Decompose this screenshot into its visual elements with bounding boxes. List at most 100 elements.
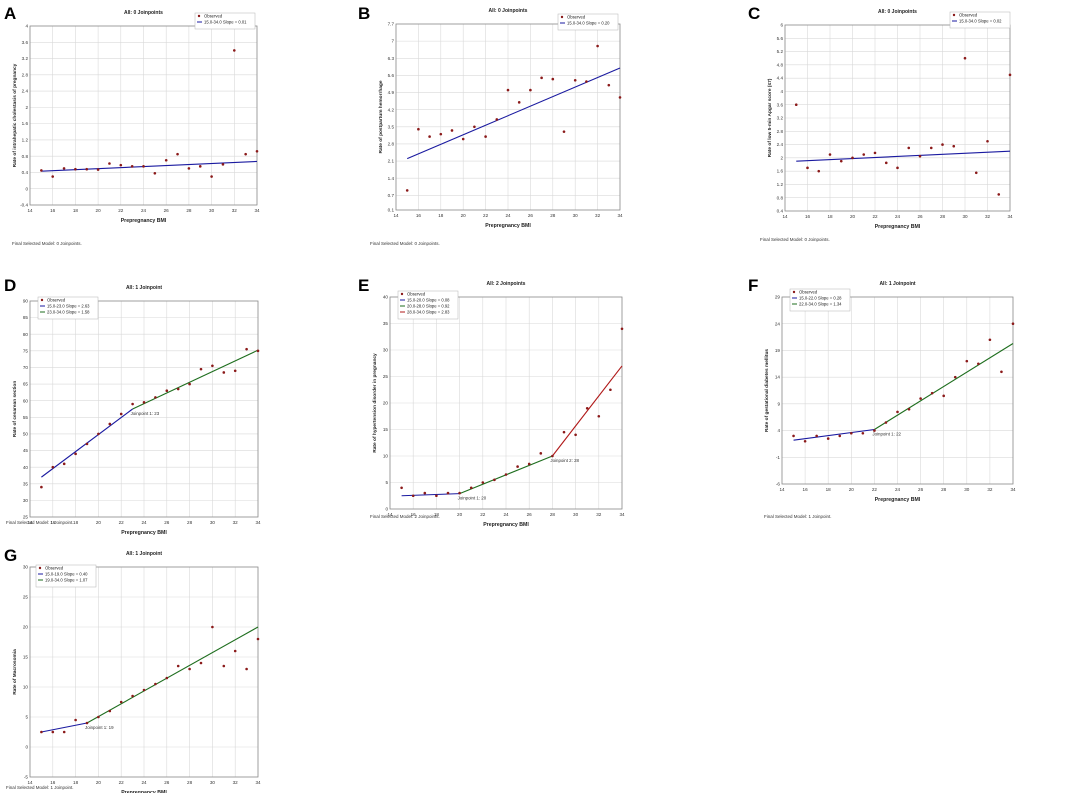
x-tick-label: 26 <box>527 512 533 517</box>
y-tick-label: 10 <box>23 685 29 690</box>
y-tick-label: 6.3 <box>388 56 395 61</box>
footnote-e: Final Selected Model: 2 Joinpoints. <box>370 514 440 519</box>
observed-point <box>861 431 865 435</box>
y-tick-label: 7.7 <box>388 22 395 27</box>
x-tick-label: 28 <box>550 512 556 517</box>
y-tick-label: 1.2 <box>777 182 784 187</box>
y-tick-label: 4 <box>25 24 28 29</box>
y-axis-label: Rate of intrahepatic cholestasis of preg… <box>12 63 18 167</box>
observed-point <box>85 167 89 171</box>
y-tick-label: 2.8 <box>777 129 784 134</box>
y-tick-label: 5 <box>385 480 388 485</box>
joinpoint-label: Joinpoint 1: 23 <box>131 411 160 416</box>
observed-point <box>222 664 226 668</box>
legend-entry: Observed <box>407 292 426 297</box>
x-tick-label: 24 <box>503 512 509 517</box>
observed-point <box>62 462 66 466</box>
y-tick-label: 29 <box>775 295 781 300</box>
observed-point <box>165 389 169 393</box>
y-tick-label: 4.4 <box>777 76 784 81</box>
observed-point <box>142 688 146 692</box>
fitted-segment <box>796 150 1011 162</box>
observed-point <box>210 175 213 178</box>
observed-point <box>62 167 66 170</box>
y-tick-label: 0.8 <box>777 195 784 200</box>
observed-point <box>953 375 957 379</box>
observed-point <box>529 88 532 92</box>
observed-point <box>245 347 248 351</box>
y-tick-label: 5.6 <box>777 36 784 41</box>
chart-panel-f: 14 16 18 20 22 24 26 28 30 32 34 -6 -1 4 9 14 19 24 29 All:… <box>764 281 1016 503</box>
observed-point <box>986 139 989 143</box>
y-tick-label: 80 <box>23 332 29 337</box>
observed-point <box>96 168 100 171</box>
y-tick-label: 2.1 <box>388 159 395 164</box>
x-tick-label: 22 <box>118 208 124 213</box>
observed-point <box>873 429 876 432</box>
y-tick-label: 60 <box>23 398 29 403</box>
observed-point <box>400 486 403 490</box>
x-tick-label: 28 <box>940 214 946 219</box>
legend-entry: 23.0-34.0 Slope = 1.58 <box>47 310 90 315</box>
x-tick-label: 20 <box>457 512 463 517</box>
observed-point <box>919 397 922 400</box>
observed-point <box>574 433 577 437</box>
chart-title: All: 2 Joinpoints <box>487 281 526 287</box>
observed-point <box>51 730 55 734</box>
observed-point <box>930 391 934 395</box>
observed-point <box>481 481 485 484</box>
y-tick-label: 35 <box>383 321 389 326</box>
x-tick-label: 16 <box>416 213 422 218</box>
observed-point <box>517 101 521 104</box>
y-tick-label: 15 <box>23 655 29 660</box>
observed-point <box>942 394 945 398</box>
x-tick-label: 18 <box>438 213 444 218</box>
fitted-segment <box>551 365 623 457</box>
observed-point <box>131 694 134 698</box>
y-tick-label: 30 <box>23 565 29 570</box>
observed-point <box>896 410 899 414</box>
panel-letter-d: D <box>4 276 17 295</box>
y-tick-label: -5 <box>24 775 29 780</box>
x-tick-label: 30 <box>962 214 968 219</box>
observed-point <box>963 56 967 60</box>
x-tick-label: 26 <box>164 208 170 213</box>
observed-point <box>221 163 225 166</box>
y-tick-label: 90 <box>23 299 29 304</box>
x-tick-label: 18 <box>73 208 79 213</box>
chart-title: All: 1 Joinpoint <box>879 281 915 287</box>
legend-marker-observed <box>197 14 201 18</box>
observed-point <box>40 730 43 734</box>
observed-point <box>233 49 236 52</box>
observed-point <box>817 169 821 173</box>
legend-box <box>949 11 1011 29</box>
x-tick-label: 14 <box>27 208 33 213</box>
observed-point <box>450 129 454 132</box>
y-tick-label: 3.2 <box>22 56 29 61</box>
legend-entry: 15.0-19.0 Slope = 0.40 <box>45 572 88 577</box>
x-tick-label: 30 <box>573 213 579 218</box>
y-tick-label: 75 <box>23 348 29 353</box>
legend-box <box>35 564 97 588</box>
x-tick-label: 22 <box>872 214 878 219</box>
x-tick-label: 18 <box>434 512 440 517</box>
observed-point <box>130 165 134 168</box>
legend-marker-observed <box>400 292 404 296</box>
legend-entry: 20.0-28.0 Slope = 0.92 <box>407 304 450 309</box>
fitted-segment <box>793 428 875 441</box>
x-tick-label: 20 <box>461 213 467 218</box>
x-tick-label: 28 <box>187 780 193 785</box>
y-axis-label: Rate of cesarean section <box>12 381 18 438</box>
x-tick-label: 14 <box>782 214 788 219</box>
observed-point <box>896 166 899 170</box>
y-tick-label: 0.4 <box>22 170 29 175</box>
y-tick-label: 1.6 <box>22 121 29 126</box>
observed-point <box>585 80 588 83</box>
x-tick-label: 32 <box>233 780 239 785</box>
observed-point <box>884 161 888 165</box>
x-axis-label: Prepregnancy BMI <box>121 530 167 536</box>
observed-point <box>165 676 169 680</box>
footnote-g: Final Selected Model: 1 Joinpoint. <box>6 785 74 790</box>
x-tick-label: 32 <box>232 208 238 213</box>
y-axis-label: Rate of hypertension disorder in pregnan… <box>372 353 378 453</box>
